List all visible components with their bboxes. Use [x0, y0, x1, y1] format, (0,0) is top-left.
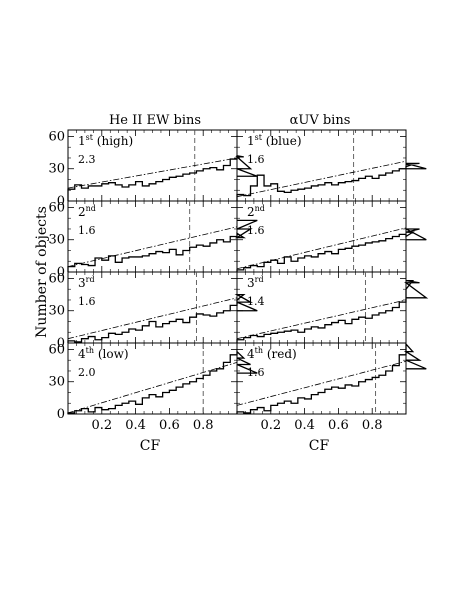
panel-label: 1st (high) — [78, 133, 133, 148]
panel-alpha-uv-row1: 1st (blue) 1.6 — [236, 129, 427, 202]
y-axis-label: Number of objects — [34, 206, 50, 338]
column-title-heii: He II EW bins — [109, 113, 201, 128]
panel-heii-row4: 0 30 60 0.2 0.4 0.6 0.8 4th (low) 2.0 — [48, 342, 258, 433]
x-axis-label-left: CF — [140, 438, 161, 454]
y-tick-label: 30 — [48, 375, 65, 390]
y-tick-label: 0 — [57, 194, 65, 209]
x-axis-label-right: CF — [309, 438, 330, 454]
panel-value: 1.6 — [247, 153, 265, 166]
y-tick-label: 0 — [57, 265, 65, 280]
panel-value: 1.4 — [247, 295, 265, 308]
y-tick-label: 30 — [48, 304, 65, 319]
x-tick-label: 0.2 — [260, 418, 281, 433]
panel-heii-row2: 0 30 60 2nd 1.6 — [48, 200, 258, 280]
y-tick-label: 60 — [48, 200, 65, 215]
panel-heii-row3: 0 30 60 3rd 1.6 — [48, 271, 258, 351]
y-tick-label: 60 — [48, 342, 65, 357]
panel-label: 2nd — [247, 204, 265, 219]
histogram-step — [236, 162, 427, 201]
y-tick-label: 60 — [48, 129, 65, 144]
x-tick-label: 0.4 — [294, 418, 315, 433]
y-tick-label: 30 — [48, 162, 65, 177]
panel-value: 2.0 — [78, 366, 96, 379]
panel-heii-row1: 0 30 60 1st (high) 2.3 — [48, 129, 258, 209]
fit-dashdot-line — [67, 157, 238, 189]
histogram-step — [67, 155, 258, 201]
fit-dashdot-line — [236, 299, 407, 340]
x-tick-label: 0.2 — [91, 418, 112, 433]
panel-value: 1.6 — [78, 224, 96, 237]
fit-dashdot-line — [67, 226, 238, 268]
histogram-step — [67, 219, 258, 272]
y-tick-label: 0 — [57, 407, 65, 422]
panel-label: 3rd — [78, 275, 95, 290]
x-tick-label: 0.8 — [193, 418, 214, 433]
panel-value: 1.6 — [78, 295, 96, 308]
histogram-step — [67, 350, 258, 414]
x-tick-label: 0.4 — [125, 418, 146, 433]
panel-value: 2.3 — [78, 153, 96, 166]
x-tick-label: 0.6 — [159, 418, 180, 433]
fit-dashdot-line — [236, 160, 407, 198]
histogram-step — [236, 342, 427, 414]
panel-label: 2nd — [78, 204, 96, 219]
panel-alpha-uv-row4: 0.2 0.4 0.6 0.8 4th (red) 1.6 — [236, 342, 427, 433]
panel-value: 1.6 — [247, 224, 265, 237]
panel-value: 1.6 — [247, 366, 265, 379]
y-tick-label: 0 — [57, 336, 65, 351]
histogram-step — [67, 293, 258, 343]
fit-dashdot-line — [67, 297, 238, 340]
panel-label: 4th (red) — [247, 346, 297, 361]
y-tick-label: 30 — [48, 233, 65, 248]
panel-label: 1st (blue) — [247, 133, 302, 148]
panel-label: 4th (low) — [78, 346, 129, 361]
fit-dashdot-line — [67, 361, 238, 414]
histogram-step — [236, 279, 429, 343]
column-title-alpha-uv: αUV bins — [290, 113, 351, 128]
x-tick-label: 0.6 — [328, 418, 349, 433]
x-tick-label: 0.8 — [362, 418, 383, 433]
y-tick-label: 60 — [48, 271, 65, 286]
histogram-step — [236, 228, 427, 272]
panel-label: 3rd — [247, 275, 264, 290]
